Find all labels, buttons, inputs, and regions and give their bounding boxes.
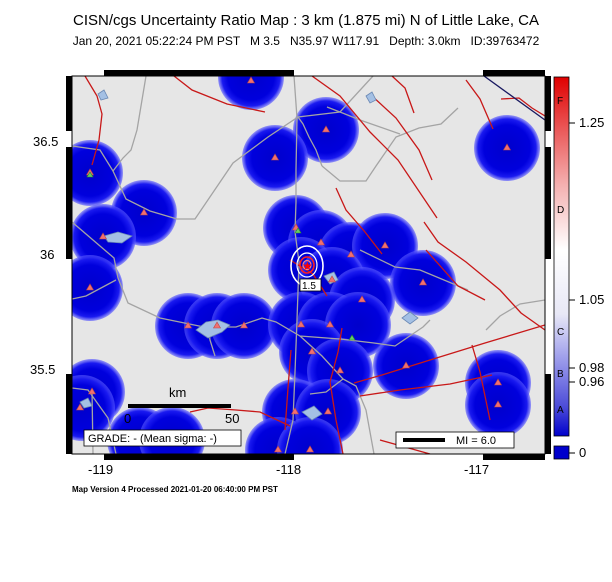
colorbar-gradient	[553, 76, 570, 437]
station-triangles	[75, 76, 512, 453]
lat-label-36-5: 36.5	[33, 134, 59, 149]
grade-letter-d: D	[557, 205, 565, 216]
mi-legend-box	[395, 431, 515, 449]
lon-label-118: -118	[276, 462, 302, 477]
lat-label-35-5: 35.5	[30, 362, 56, 377]
grade-letter-b: B	[557, 369, 564, 380]
map-title: CISN/cgs Uncertainty Ratio Map : 3 km (1…	[72, 12, 539, 29]
mi-legend-line	[403, 438, 445, 442]
roads	[72, 76, 545, 454]
scale-unit: km	[169, 385, 186, 400]
grade-letter-f: F	[557, 96, 564, 107]
map-version: Map Version 4 Processed 2021-01-20 06:40…	[72, 485, 278, 494]
map-subtitle: Jan 20, 2021 05:22:24 PM PST M 3.5 N35.9…	[72, 34, 540, 48]
state-boundary	[483, 76, 545, 121]
colorbar-label-1-25: 1.25	[579, 115, 605, 130]
grade-letter-c: C	[557, 327, 565, 338]
grade-letter-a: A	[557, 405, 564, 416]
contour-label-box	[299, 278, 322, 292]
frame-ticks	[66, 70, 551, 460]
contour-label: 1.5	[302, 281, 316, 292]
grade-label: GRADE: - (Mean sigma: -)	[88, 433, 217, 445]
mi-legend-label: MI = 6.0	[456, 435, 496, 447]
uncertainty-contours	[290, 245, 324, 287]
map-frame	[71, 75, 546, 455]
lat-label-36: 36	[40, 247, 55, 262]
scale-end: 50	[225, 411, 239, 426]
colorbar-label-1-05: 1.05	[579, 292, 605, 307]
colorbar-zero-swatch	[553, 445, 570, 460]
colorbar-label-0: 0	[579, 445, 587, 460]
colorbar-ticks	[569, 122, 575, 454]
faults	[84, 76, 545, 454]
grade-box	[83, 429, 242, 447]
seismic-stations-green	[86, 171, 356, 341]
lon-label-119: -119	[88, 462, 114, 477]
scale-start: 0	[124, 411, 131, 426]
scale-bar	[128, 404, 231, 408]
lon-label-117: -117	[464, 462, 490, 477]
colorbar-label-0-96: 0.96	[579, 374, 605, 389]
epicenter-star: ★	[302, 259, 313, 273]
colorbar-label-0-98: 0.98	[579, 360, 605, 375]
